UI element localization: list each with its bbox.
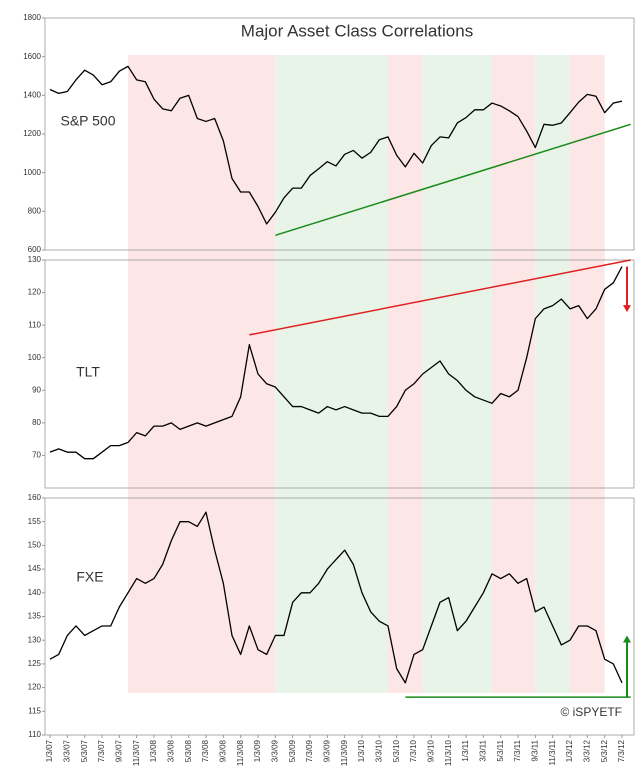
x-tick-label: 5/3/12 bbox=[600, 739, 609, 762]
x-tick-label: 5/3/08 bbox=[184, 739, 193, 762]
trend-line bbox=[249, 259, 631, 336]
x-tick-label: 11/3/10 bbox=[444, 739, 453, 766]
x-tick-label: 5/3/11 bbox=[496, 739, 505, 761]
price-line bbox=[49, 511, 623, 684]
y-tick-label: 135 bbox=[28, 612, 42, 621]
y-tick-label: 120 bbox=[28, 288, 42, 297]
x-tick-label: 5/3/07 bbox=[80, 739, 89, 762]
trend-line bbox=[275, 123, 631, 237]
regime-band bbox=[128, 55, 276, 693]
x-tick-label: 9/3/09 bbox=[322, 739, 331, 762]
y-tick-label: 155 bbox=[28, 517, 42, 526]
series-label: FXE bbox=[76, 569, 103, 585]
y-tick-label: 600 bbox=[28, 245, 42, 254]
x-tick-label: 1/3/10 bbox=[357, 739, 366, 762]
x-tick-label: 9/3/10 bbox=[426, 739, 435, 762]
x-tick-label: 7/3/12 bbox=[617, 739, 626, 762]
y-tick-label: 150 bbox=[28, 541, 42, 550]
y-tick-label: 130 bbox=[28, 635, 42, 644]
y-tick-label: 130 bbox=[28, 255, 42, 264]
y-tick-label: 70 bbox=[32, 451, 41, 460]
y-tick-label: 115 bbox=[28, 706, 41, 715]
y-tick-label: 110 bbox=[28, 730, 41, 739]
y-tick-label: 90 bbox=[32, 385, 41, 394]
x-tick-label: 9/3/07 bbox=[114, 739, 123, 762]
x-tick-label: 3/3/07 bbox=[62, 739, 71, 762]
x-tick-label: 1/3/08 bbox=[149, 739, 158, 762]
x-tick-label: 3/3/10 bbox=[374, 739, 383, 762]
x-tick-label: 7/3/10 bbox=[409, 739, 418, 762]
arrow-head bbox=[623, 305, 631, 313]
x-tick-label: 3/3/12 bbox=[582, 739, 591, 762]
y-tick-label: 125 bbox=[28, 659, 42, 668]
chart-title: Major Asset Class Correlations bbox=[241, 21, 473, 40]
x-tick-label: 1/3/07 bbox=[45, 739, 54, 762]
plot-layer: 600 800 1000 1200 1400 1600 1800 S&P 500 70 80 90 1… bbox=[23, 13, 635, 766]
x-tick-label: 7/3/09 bbox=[305, 739, 314, 762]
x-tick-label: 7/3/08 bbox=[201, 739, 210, 762]
x-tick-label: 7/3/11 bbox=[513, 739, 522, 761]
y-tick-label: 1400 bbox=[23, 90, 41, 99]
series-label: TLT bbox=[76, 364, 100, 380]
y-tick-label: 1800 bbox=[23, 13, 41, 22]
regime-band bbox=[492, 55, 536, 693]
x-tick-label: 9/3/08 bbox=[218, 739, 227, 762]
x-tick-label: 11/3/08 bbox=[236, 739, 245, 766]
arrow-head bbox=[623, 635, 631, 643]
regime-band bbox=[275, 55, 388, 693]
y-tick-label: 1000 bbox=[23, 168, 41, 177]
y-tick-label: 800 bbox=[28, 206, 42, 215]
series-label: S&P 500 bbox=[60, 113, 115, 129]
x-tick-label: 7/3/07 bbox=[97, 739, 106, 762]
x-tick-label: 1/3/09 bbox=[253, 739, 262, 762]
x-tick-label: 1/3/11 bbox=[461, 739, 470, 761]
x-tick-label: 3/3/11 bbox=[478, 739, 487, 761]
x-tick-label: 3/3/08 bbox=[166, 739, 175, 762]
y-tick-label: 1200 bbox=[23, 129, 41, 138]
price-line bbox=[49, 65, 623, 225]
x-tick-label: 11/3/11 bbox=[548, 739, 557, 765]
y-tick-label: 110 bbox=[28, 320, 41, 329]
x-tick-label: 1/3/12 bbox=[565, 739, 574, 762]
panel-frame bbox=[44, 259, 635, 489]
regime-band bbox=[570, 55, 605, 693]
x-tick-label: 11/3/07 bbox=[132, 739, 141, 766]
x-tick-label: 9/3/11 bbox=[530, 739, 539, 761]
y-tick-label: 120 bbox=[28, 683, 42, 692]
y-tick-label: 1600 bbox=[23, 52, 41, 61]
x-tick-label: 3/3/09 bbox=[270, 739, 279, 762]
x-tick-label: 5/3/09 bbox=[288, 739, 297, 762]
y-tick-label: 100 bbox=[28, 353, 42, 362]
y-tick-label: 140 bbox=[28, 588, 42, 597]
regime-band bbox=[388, 55, 423, 693]
y-tick-label: 145 bbox=[28, 564, 42, 573]
x-tick-label: 11/3/09 bbox=[340, 739, 349, 766]
shading-layer bbox=[128, 55, 605, 693]
price-line bbox=[49, 266, 623, 460]
regime-band bbox=[422, 55, 492, 693]
regime-band bbox=[535, 55, 570, 693]
x-tick-label: 5/3/10 bbox=[392, 739, 401, 762]
y-tick-label: 160 bbox=[28, 493, 42, 502]
y-tick-label: 80 bbox=[32, 418, 41, 427]
source-note: © iSPYETF bbox=[560, 705, 622, 719]
